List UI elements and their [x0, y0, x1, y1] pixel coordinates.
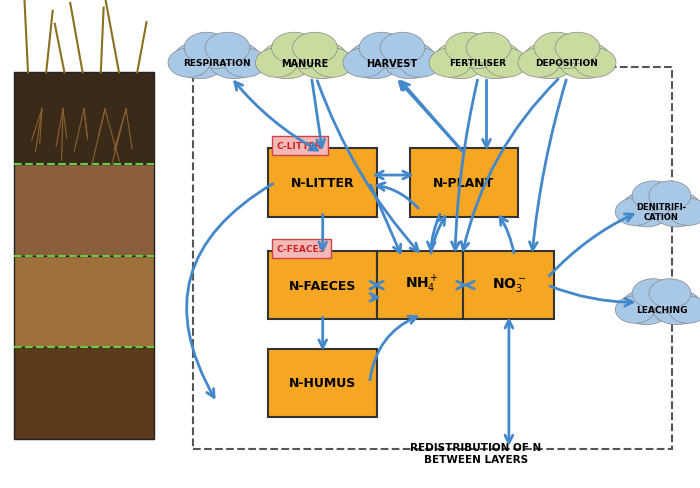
- Circle shape: [652, 192, 700, 227]
- Circle shape: [312, 49, 354, 78]
- FancyBboxPatch shape: [14, 165, 154, 256]
- Text: N-FAECES: N-FAECES: [288, 279, 356, 292]
- FancyBboxPatch shape: [268, 349, 377, 417]
- FancyBboxPatch shape: [410, 149, 518, 217]
- Text: N-PLANT: N-PLANT: [433, 177, 494, 189]
- Circle shape: [555, 33, 600, 64]
- FancyBboxPatch shape: [14, 73, 154, 165]
- Circle shape: [205, 33, 250, 64]
- Circle shape: [434, 42, 487, 80]
- Text: NO$_3^-$: NO$_3^-$: [491, 275, 526, 293]
- Text: FERTILISER: FERTILISER: [449, 59, 507, 68]
- Circle shape: [615, 199, 654, 226]
- Text: RESPIRATION: RESPIRATION: [183, 59, 251, 68]
- Circle shape: [368, 35, 416, 69]
- FancyBboxPatch shape: [14, 347, 154, 439]
- Text: NH$_4^+$: NH$_4^+$: [405, 273, 439, 295]
- Circle shape: [343, 49, 385, 78]
- Circle shape: [224, 49, 266, 78]
- Circle shape: [208, 42, 261, 80]
- Circle shape: [359, 33, 404, 64]
- Text: LEACHING: LEACHING: [636, 305, 687, 314]
- Text: N-HUMUS: N-HUMUS: [288, 377, 356, 389]
- Circle shape: [383, 42, 436, 80]
- Circle shape: [260, 42, 314, 80]
- Circle shape: [293, 33, 337, 64]
- Circle shape: [469, 42, 522, 80]
- Circle shape: [295, 42, 349, 80]
- Circle shape: [638, 282, 685, 314]
- Circle shape: [558, 42, 611, 80]
- FancyBboxPatch shape: [14, 256, 154, 347]
- Circle shape: [193, 35, 242, 69]
- Circle shape: [399, 49, 441, 78]
- FancyBboxPatch shape: [268, 251, 377, 320]
- Text: C-LITTER: C-LITTER: [277, 142, 322, 151]
- FancyBboxPatch shape: [463, 251, 554, 320]
- Circle shape: [380, 33, 425, 64]
- Circle shape: [518, 49, 560, 78]
- Circle shape: [272, 33, 316, 64]
- Text: C-FEACES: C-FEACES: [276, 244, 326, 253]
- Circle shape: [445, 33, 490, 64]
- FancyBboxPatch shape: [272, 137, 328, 156]
- Circle shape: [621, 290, 671, 325]
- Text: DEPOSITION: DEPOSITION: [536, 59, 598, 68]
- Circle shape: [256, 49, 298, 78]
- FancyBboxPatch shape: [268, 149, 377, 217]
- Circle shape: [668, 199, 700, 226]
- Circle shape: [649, 182, 691, 211]
- Text: HARVEST: HARVEST: [366, 59, 418, 68]
- Circle shape: [652, 290, 700, 325]
- Circle shape: [184, 33, 229, 64]
- Text: MANURE: MANURE: [281, 59, 328, 68]
- Text: DENITRIFI-
CATION: DENITRIFI- CATION: [636, 203, 687, 222]
- FancyBboxPatch shape: [377, 251, 468, 320]
- Circle shape: [173, 42, 226, 80]
- Circle shape: [615, 296, 654, 324]
- Circle shape: [632, 279, 674, 308]
- Circle shape: [668, 296, 700, 324]
- FancyBboxPatch shape: [272, 239, 331, 259]
- Circle shape: [466, 33, 511, 64]
- Circle shape: [280, 35, 329, 69]
- Circle shape: [523, 42, 576, 80]
- Circle shape: [632, 182, 674, 211]
- Circle shape: [621, 192, 671, 227]
- Text: REDISTRIBUTION OF N
BETWEEN LAYERS: REDISTRIBUTION OF N BETWEEN LAYERS: [410, 442, 542, 464]
- Circle shape: [348, 42, 401, 80]
- Circle shape: [638, 184, 685, 216]
- Circle shape: [574, 49, 616, 78]
- Text: N-LITTER: N-LITTER: [290, 177, 354, 189]
- Circle shape: [168, 49, 210, 78]
- Circle shape: [454, 35, 503, 69]
- Circle shape: [485, 49, 527, 78]
- Circle shape: [649, 279, 691, 308]
- Circle shape: [542, 35, 592, 69]
- Circle shape: [429, 49, 471, 78]
- Circle shape: [534, 33, 579, 64]
